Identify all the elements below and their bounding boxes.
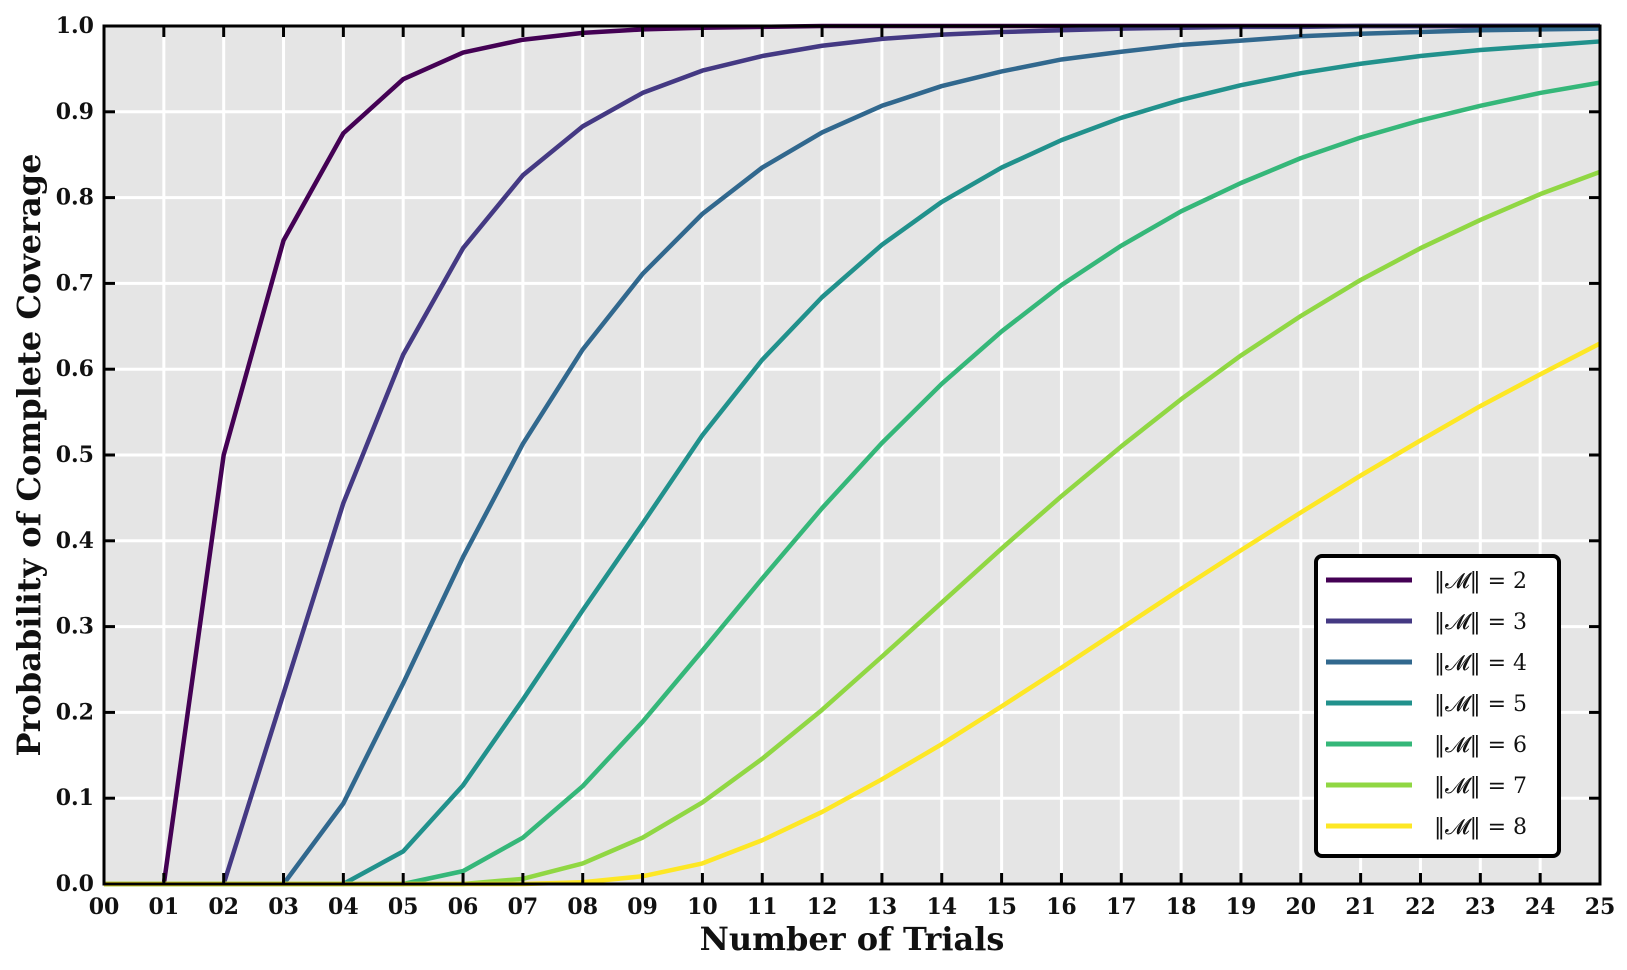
y-axis-title: Probability of Complete Coverage: [10, 154, 48, 757]
x-tick-label: 16: [1046, 894, 1077, 920]
x-tick-label: 19: [1226, 894, 1257, 920]
x-tick-label: 13: [867, 894, 898, 920]
y-tick-label: 0.6: [56, 356, 94, 382]
x-tick-label: 15: [986, 894, 1017, 920]
legend-label: ‖𝓜‖ = 3: [1434, 610, 1527, 635]
series-line-5: [104, 39, 1601, 887]
y-tick-label: 0.3: [56, 614, 94, 640]
x-tick-label: 10: [687, 894, 718, 920]
y-tick-label: 0.0: [56, 871, 94, 897]
x-tick-label: 21: [1345, 894, 1376, 920]
x-tick-label: 25: [1585, 894, 1616, 920]
x-tick-label: 12: [807, 894, 838, 920]
legend-box: [1314, 554, 1561, 858]
x-axis-title: Number of Trials: [700, 920, 1005, 958]
x-tick-label: 02: [208, 894, 239, 920]
y-tick-label: 0.9: [56, 99, 94, 125]
legend: ‖𝓜‖ = 2 ‖𝓜‖ = 3 ‖𝓜‖ = 4 ‖𝓜‖ = 5 ‖𝓜‖ = 6 ‖𝓜‖ =…: [1314, 554, 1561, 858]
x-tick-label: 24: [1525, 894, 1556, 920]
x-tick-label: 22: [1405, 894, 1436, 920]
x-tick-label: 08: [567, 894, 598, 920]
x-tick-label: 18: [1166, 894, 1197, 920]
x-tick-label: 23: [1465, 894, 1496, 920]
x-tick-label: 04: [328, 894, 359, 920]
y-tick-label: 0.8: [56, 185, 94, 211]
x-tick-label: 17: [1106, 894, 1137, 920]
x-tick-label: 20: [1285, 894, 1316, 920]
legend-label: ‖𝓜‖ = 5: [1434, 692, 1527, 717]
legend-label: ‖𝓜‖ = 2: [1434, 569, 1527, 594]
series-line-4: [104, 26, 1601, 887]
y-tick-label: 1.0: [56, 13, 94, 39]
legend-label: ‖𝓜‖ = 6: [1434, 733, 1527, 758]
axis-ticks: [102, 24, 1602, 886]
y-tick-label: 0.7: [56, 270, 94, 296]
x-tick-label: 09: [627, 894, 658, 920]
x-tick-label: 14: [926, 894, 957, 920]
grid: [102, 24, 1602, 886]
y-tick-label: 0.4: [56, 528, 94, 554]
x-tick-label: 01: [149, 894, 180, 920]
y-tick-label: 0.1: [56, 785, 94, 811]
x-tick-label: 07: [508, 894, 539, 920]
y-tick-label: 0.2: [56, 699, 94, 725]
legend-label: ‖𝓜‖ = 8: [1434, 815, 1527, 840]
x-tick-label: 11: [747, 894, 778, 920]
legend-label: ‖𝓜‖ = 4: [1434, 651, 1527, 676]
y-tick-label: 0.5: [56, 442, 94, 468]
x-tick-label: 05: [388, 894, 419, 920]
x-tick-label: 00: [89, 894, 120, 920]
x-tick-label: 06: [448, 894, 479, 920]
x-tick-label: 03: [268, 894, 299, 920]
legend-label: ‖𝓜‖ = 7: [1434, 774, 1527, 799]
